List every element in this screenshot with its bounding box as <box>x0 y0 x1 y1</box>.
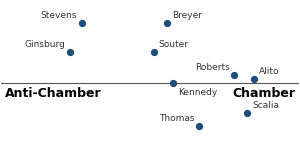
Point <box>232 74 237 76</box>
Text: Chamber: Chamber <box>232 87 296 100</box>
Text: Alito: Alito <box>258 67 279 76</box>
Text: Breyer: Breyer <box>172 11 202 20</box>
Point <box>251 78 256 81</box>
Text: Kennedy: Kennedy <box>178 88 218 97</box>
Point <box>196 125 201 127</box>
Point <box>68 51 73 54</box>
Text: Roberts: Roberts <box>195 63 230 72</box>
Point <box>152 51 156 54</box>
Point <box>245 112 250 114</box>
Point <box>171 82 176 84</box>
Text: Scalia: Scalia <box>252 101 279 110</box>
Text: Ginsburg: Ginsburg <box>25 40 66 49</box>
Text: Anti-Chamber: Anti-Chamber <box>4 87 101 100</box>
Point <box>164 22 169 24</box>
Text: Souter: Souter <box>159 40 189 49</box>
Text: Stevens: Stevens <box>40 11 77 20</box>
Text: Thomas: Thomas <box>159 114 194 123</box>
Point <box>79 22 84 24</box>
